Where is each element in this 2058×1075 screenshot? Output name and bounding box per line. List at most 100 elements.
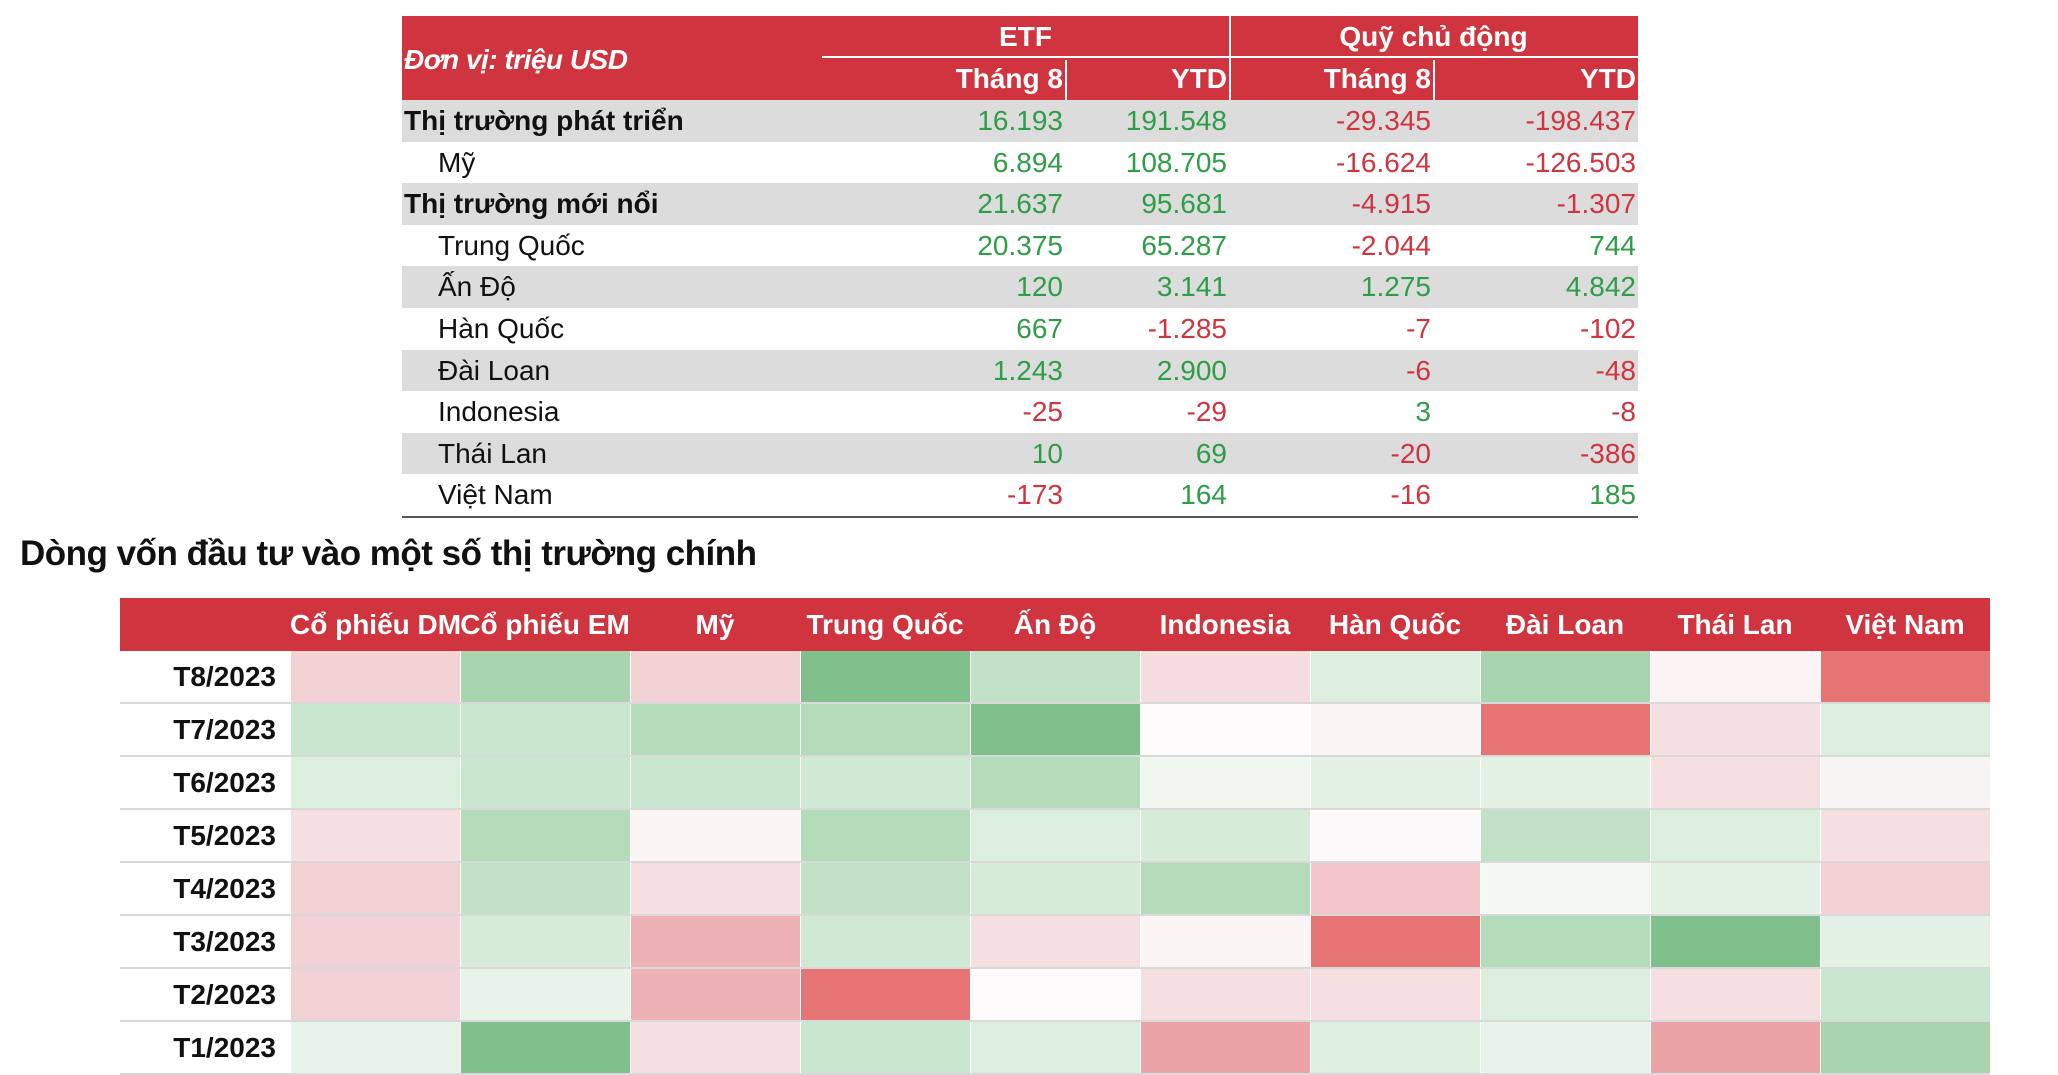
heatmap-cell [630, 916, 800, 967]
heatmap-cell [1650, 757, 1820, 808]
table-cell: 120 [1016, 271, 1063, 303]
heatmap-body: T8/2023 T7/2023 T6/2023 T5/2023 T4/2023 T3/20… [120, 651, 1990, 1075]
heatmap-cell [290, 757, 460, 808]
heatmap-row: T4/2023 [120, 863, 1990, 916]
row-label: Thái Lan [438, 437, 547, 469]
heatmap-cell [1140, 916, 1310, 967]
table-cell: 108.705 [1125, 146, 1227, 178]
heatmap-cell [290, 969, 460, 1020]
header-divider [1229, 16, 1231, 100]
table-row: Thái Lan 10 69 -20 -386 [402, 432, 1638, 475]
table-row: Hàn Quốc 667 -1.285 -7 -102 [402, 308, 1638, 350]
section-title: Dòng vốn đầu tư vào một số thị trường ch… [20, 534, 757, 573]
heatmap-cell [630, 757, 800, 808]
heatmap-cell [1480, 969, 1650, 1020]
table-row: Việt Nam -173 164 -16 185 [402, 474, 1638, 516]
row-label: Đài Loan [438, 354, 551, 386]
fund-flow-table: Đơn vị: triệu USD ETF Quỹ chủ động Tháng… [402, 16, 1638, 518]
heatmap-cell [630, 704, 800, 755]
group-header-active-funds: Quỹ chủ động [1339, 21, 1528, 52]
heatmap-cell [630, 810, 800, 861]
heatmap-cell [1820, 916, 1990, 967]
heatmap-row-label: T5/2023 [173, 820, 276, 851]
heatmap-cell [1480, 1022, 1650, 1073]
table-cell: 744 [1589, 229, 1636, 261]
table-cell: -8 [1611, 396, 1636, 428]
heatmap-cell [970, 651, 1140, 702]
heatmap-cell [1820, 863, 1990, 914]
heatmap-cell [1310, 651, 1480, 702]
heatmap-cell [1820, 757, 1990, 808]
heatmap-cell [1310, 757, 1480, 808]
heatmap-cell [1310, 863, 1480, 914]
table-cell: 69 [1195, 437, 1227, 469]
heatmap-cell [1310, 916, 1480, 967]
heatmap-cell [800, 916, 970, 967]
table-bottom-border [402, 515, 1638, 518]
table-cell: 191.548 [1125, 105, 1227, 136]
table-row: Indonesia -25 -29 3 -8 [402, 391, 1638, 433]
table-cell: 164 [1180, 479, 1227, 511]
heatmap-row-label: T6/2023 [173, 767, 276, 798]
heatmap-cell [1820, 704, 1990, 755]
heatmap-row: T3/2023 [120, 916, 1990, 969]
heatmap-row: T5/2023 [120, 810, 1990, 863]
capital-flow-heatmap: Cổ phiếu DM Cổ phiếu EM Mỹ Trung Quốc Ấn Độ I… [120, 598, 1990, 1075]
heatmap-cell [460, 704, 630, 755]
table-cell: -173 [1006, 479, 1063, 511]
heatmap-cell [1650, 863, 1820, 914]
table-cell: 667 [1016, 312, 1063, 344]
table-cell: 185 [1589, 479, 1636, 511]
heatmap-row-label: T8/2023 [173, 661, 276, 692]
heatmap-cell [800, 863, 970, 914]
row-label: Việt Nam [438, 479, 553, 511]
heatmap-cell [970, 969, 1140, 1020]
row-label: Mỹ [438, 146, 476, 178]
heatmap-cell [1820, 810, 1990, 861]
heatmap-row-label: T4/2023 [173, 873, 276, 904]
row-label: Indonesia [438, 396, 560, 428]
heatmap-column-header: Ấn Độ [1013, 609, 1097, 640]
subheader-active-month: Tháng 8 [1323, 63, 1431, 94]
table-cell: 6.894 [992, 146, 1063, 178]
heatmap-column-header: Mỹ [695, 609, 735, 640]
heatmap-cell [1650, 969, 1820, 1020]
heatmap-cell [1480, 810, 1650, 861]
table-cell: -386 [1579, 437, 1636, 469]
subheader-etf-ytd: YTD [1171, 63, 1227, 94]
heatmap-cell [800, 969, 970, 1020]
heatmap-cell [630, 1022, 800, 1073]
heatmap-cell [290, 916, 460, 967]
heatmap-cell [1310, 1022, 1480, 1073]
table-cell: 10 [1031, 437, 1063, 469]
heatmap-column-header: Thái Lan [1677, 609, 1793, 640]
row-label: Thị trường mới nổi [404, 188, 659, 220]
table-header: Đơn vị: triệu USD ETF Quỹ chủ động Tháng… [402, 16, 1638, 100]
heatmap-cell [970, 704, 1140, 755]
heatmap-cell [290, 1022, 460, 1073]
heatmap-column-header: Cổ phiếu EM [460, 609, 630, 640]
table-cell: -126.503 [1525, 146, 1636, 178]
table-cell: -25 [1022, 396, 1063, 428]
heatmap-cell [1140, 863, 1310, 914]
heatmap-cell [1820, 651, 1990, 702]
heatmap-cell [970, 810, 1140, 861]
heatmap-cell [1650, 916, 1820, 967]
heatmap-cell [1310, 810, 1480, 861]
heatmap-column-header: Trung Quốc [806, 609, 964, 640]
heatmap-cell [460, 916, 630, 967]
header-divider [1433, 60, 1435, 100]
heatmap-cell [1820, 969, 1990, 1020]
heatmap-cell [1140, 969, 1310, 1020]
heatmap-cell [800, 757, 970, 808]
table-cell: -198.437 [1525, 105, 1636, 136]
heatmap-cell [1140, 1022, 1310, 1073]
heatmap-cell [1140, 810, 1310, 861]
heatmap-row: T8/2023 [120, 651, 1990, 704]
heatmap-cell [800, 810, 970, 861]
heatmap-cell [1140, 651, 1310, 702]
table-cell: 95.681 [1141, 188, 1227, 220]
heatmap-cell [1650, 704, 1820, 755]
heatmap-cell [290, 651, 460, 702]
heatmap-cell [290, 810, 460, 861]
